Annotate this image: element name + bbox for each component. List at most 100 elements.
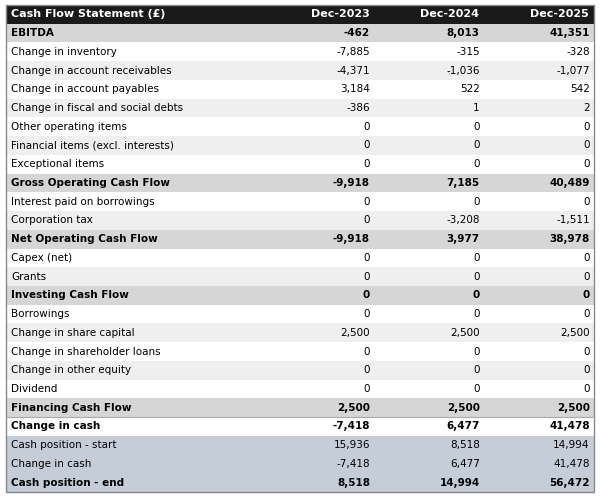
Text: Gross Operating Cash Flow: Gross Operating Cash Flow: [11, 178, 170, 188]
Bar: [6, 230, 265, 248]
Bar: [265, 24, 374, 42]
Text: Change in fiscal and social debts: Change in fiscal and social debts: [11, 103, 184, 113]
Text: -1,036: -1,036: [446, 66, 480, 76]
Bar: [374, 155, 485, 173]
Text: Cash Flow Statement (£): Cash Flow Statement (£): [11, 9, 166, 19]
Bar: [485, 5, 595, 24]
Bar: [485, 136, 595, 155]
Text: Grants: Grants: [11, 271, 47, 282]
Bar: [374, 192, 485, 211]
Bar: [374, 399, 485, 417]
Bar: [6, 61, 265, 80]
Text: -328: -328: [566, 47, 590, 57]
Bar: [6, 342, 265, 361]
Text: 0: 0: [583, 290, 590, 300]
Text: -1,077: -1,077: [556, 66, 590, 76]
Text: 41,351: 41,351: [550, 28, 590, 38]
Text: -4,371: -4,371: [336, 66, 370, 76]
Text: -7,418: -7,418: [336, 459, 370, 469]
Text: 0: 0: [473, 122, 480, 132]
Bar: [265, 80, 374, 98]
Text: -386: -386: [346, 103, 370, 113]
Bar: [374, 5, 485, 24]
Bar: [374, 248, 485, 267]
Bar: [265, 417, 374, 436]
Text: 40,489: 40,489: [550, 178, 590, 188]
Bar: [265, 42, 374, 61]
Text: 0: 0: [364, 253, 370, 263]
Text: Change in share capital: Change in share capital: [11, 328, 135, 338]
Text: 0: 0: [473, 271, 480, 282]
Text: -3,208: -3,208: [446, 215, 480, 226]
Text: 0: 0: [364, 346, 370, 356]
Bar: [6, 5, 265, 24]
Text: Cash position - start: Cash position - start: [11, 440, 117, 450]
Text: 3,184: 3,184: [340, 84, 370, 94]
Text: 0: 0: [583, 122, 590, 132]
Text: 0: 0: [364, 384, 370, 394]
Bar: [485, 230, 595, 248]
Text: Net Operating Cash Flow: Net Operating Cash Flow: [11, 234, 158, 244]
Bar: [374, 80, 485, 98]
Text: EBITDA: EBITDA: [11, 28, 54, 38]
Text: 0: 0: [583, 271, 590, 282]
Bar: [265, 473, 374, 492]
Text: 1: 1: [473, 103, 480, 113]
Bar: [485, 417, 595, 436]
Text: Investing Cash Flow: Investing Cash Flow: [11, 290, 129, 300]
Bar: [374, 42, 485, 61]
Bar: [265, 61, 374, 80]
Text: 0: 0: [364, 159, 370, 169]
Text: -462: -462: [344, 28, 370, 38]
Bar: [6, 98, 265, 117]
Bar: [265, 98, 374, 117]
Bar: [265, 5, 374, 24]
Bar: [6, 305, 265, 324]
Bar: [485, 380, 595, 399]
Text: 542: 542: [570, 84, 590, 94]
Text: Dividend: Dividend: [11, 384, 58, 394]
Text: 0: 0: [473, 141, 480, 151]
Bar: [485, 342, 595, 361]
Bar: [485, 24, 595, 42]
Bar: [6, 42, 265, 61]
Text: -7,418: -7,418: [332, 421, 370, 431]
Bar: [265, 155, 374, 173]
Bar: [265, 324, 374, 342]
Bar: [485, 305, 595, 324]
Bar: [6, 324, 265, 342]
Text: Financial items (excl. interests): Financial items (excl. interests): [11, 141, 174, 151]
Bar: [265, 305, 374, 324]
Text: Exceptional items: Exceptional items: [11, 159, 104, 169]
Text: 14,994: 14,994: [440, 478, 480, 488]
Bar: [374, 473, 485, 492]
Bar: [6, 436, 265, 455]
Text: 0: 0: [583, 197, 590, 207]
Text: 0: 0: [364, 141, 370, 151]
Bar: [6, 380, 265, 399]
Text: 0: 0: [583, 384, 590, 394]
Text: 2,500: 2,500: [557, 403, 590, 413]
Text: 0: 0: [583, 365, 590, 375]
Text: 3,977: 3,977: [447, 234, 480, 244]
Text: 6,477: 6,477: [450, 459, 480, 469]
Text: Capex (net): Capex (net): [11, 253, 73, 263]
Text: Interest paid on borrowings: Interest paid on borrowings: [11, 197, 155, 207]
Text: 56,472: 56,472: [549, 478, 590, 488]
Bar: [6, 24, 265, 42]
Text: 0: 0: [362, 290, 370, 300]
Text: 0: 0: [473, 159, 480, 169]
Bar: [485, 267, 595, 286]
Bar: [374, 380, 485, 399]
Text: Dec-2024: Dec-2024: [420, 9, 479, 19]
Bar: [265, 361, 374, 380]
Text: 6,477: 6,477: [446, 421, 480, 431]
Text: Corporation tax: Corporation tax: [11, 215, 93, 226]
Text: Change in inventory: Change in inventory: [11, 47, 117, 57]
Text: Financing Cash Flow: Financing Cash Flow: [11, 403, 132, 413]
Text: Change in shareholder loans: Change in shareholder loans: [11, 346, 161, 356]
Bar: [265, 436, 374, 455]
Text: 0: 0: [583, 309, 590, 319]
Bar: [374, 267, 485, 286]
Bar: [485, 211, 595, 230]
